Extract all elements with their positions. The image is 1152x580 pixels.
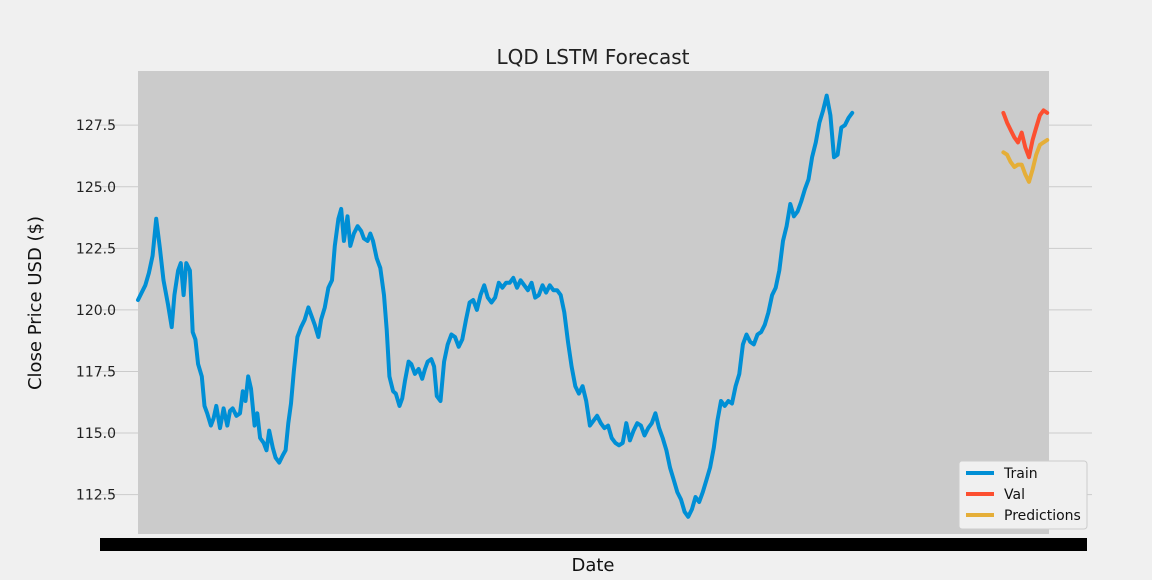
x-axis-tick-labels-overlap (100, 538, 1087, 551)
y-tick-label: 120.0 (76, 303, 116, 319)
series-line-predictions (1001, 138, 1050, 184)
legend-label-train: Train (1003, 466, 1038, 482)
legend: Train Val Predictions (958, 460, 1088, 530)
y-tick-label: 122.5 (76, 241, 116, 257)
x-axis-label: Date (571, 555, 614, 576)
series-lines (136, 93, 1050, 519)
legend-label-val: Val (1004, 487, 1025, 503)
y-axis-ticks: 112.5 115.0 117.5 120.0 122.5 125.0 127.5 (76, 118, 116, 503)
y-tick-label: 125.0 (76, 180, 116, 196)
series-line-val (1001, 108, 1050, 160)
plot-area (138, 71, 1049, 534)
chart-title: LQD LSTM Forecast (497, 45, 690, 69)
y-tick-label: 127.5 (76, 118, 116, 134)
grid (100, 124, 1092, 496)
y-tick-label: 112.5 (76, 488, 116, 504)
y-tick-label: 115.0 (76, 426, 116, 442)
legend-box (958, 460, 1088, 530)
series-line-train (136, 93, 855, 519)
y-tick-label: 117.5 (76, 364, 116, 380)
y-axis-label: Close Price USD ($) (25, 216, 46, 390)
legend-label-predictions: Predictions (1004, 508, 1081, 524)
